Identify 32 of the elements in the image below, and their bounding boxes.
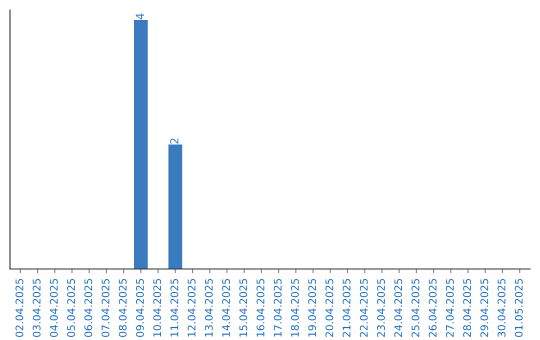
- x-tick-label: 24.04.2025: [394, 278, 402, 337]
- x-tick-label: 27.04.2025: [446, 278, 454, 337]
- x-tick-label: 05.04.2025: [67, 278, 76, 337]
- x-tick-label: 18.04.2025: [290, 278, 299, 337]
- x-tick-label: 13.04.2025: [204, 278, 213, 337]
- x-tick-label: 29.04.2025: [480, 278, 488, 337]
- x-tick-label: 12.04.2025: [188, 278, 196, 337]
- x-tick-label: 07.04.2025: [102, 278, 110, 337]
- x-tick-label: 06.04.2025: [84, 278, 92, 337]
- x-tick-label: 03.04.2025: [32, 278, 41, 337]
- x-tick-label: 01.05.2025: [514, 278, 523, 337]
- x-tick-label: 04.04.2025: [50, 278, 58, 337]
- x-tick-label: 20.04.2025: [325, 278, 334, 337]
- x-tick-label: 11.04.2025: [170, 278, 178, 337]
- x-tick-label: 30.04.2025: [498, 278, 506, 337]
- x-tick-label: 09.04.2025: [136, 278, 144, 337]
- x-tick-label: 08.04.2025: [118, 278, 127, 337]
- x-tick-label: 28.04.2025: [463, 278, 472, 337]
- x-tick-label: 23.04.2025: [377, 278, 385, 337]
- x-tick-label: 22.04.2025: [360, 278, 368, 337]
- x-tick-label: 15.04.2025: [239, 278, 248, 337]
- x-tick-label: 26.04.2025: [428, 278, 437, 337]
- x-tick-label: 16.04.2025: [256, 278, 264, 337]
- x-tick-label: 17.04.2025: [274, 278, 282, 337]
- x-tick-label: 25.04.2025: [412, 278, 420, 337]
- x-tick-label: 14.04.2025: [222, 278, 230, 337]
- data-label: 4: [136, 14, 144, 20]
- x-tick-label: 21.04.2025: [342, 278, 351, 337]
- data-label: 2: [170, 138, 178, 144]
- x-tick-label: 02.04.2025: [15, 278, 24, 337]
- x-tick-label: 10.04.2025: [153, 278, 162, 337]
- x-tick-label: 19.04.2025: [308, 278, 316, 337]
